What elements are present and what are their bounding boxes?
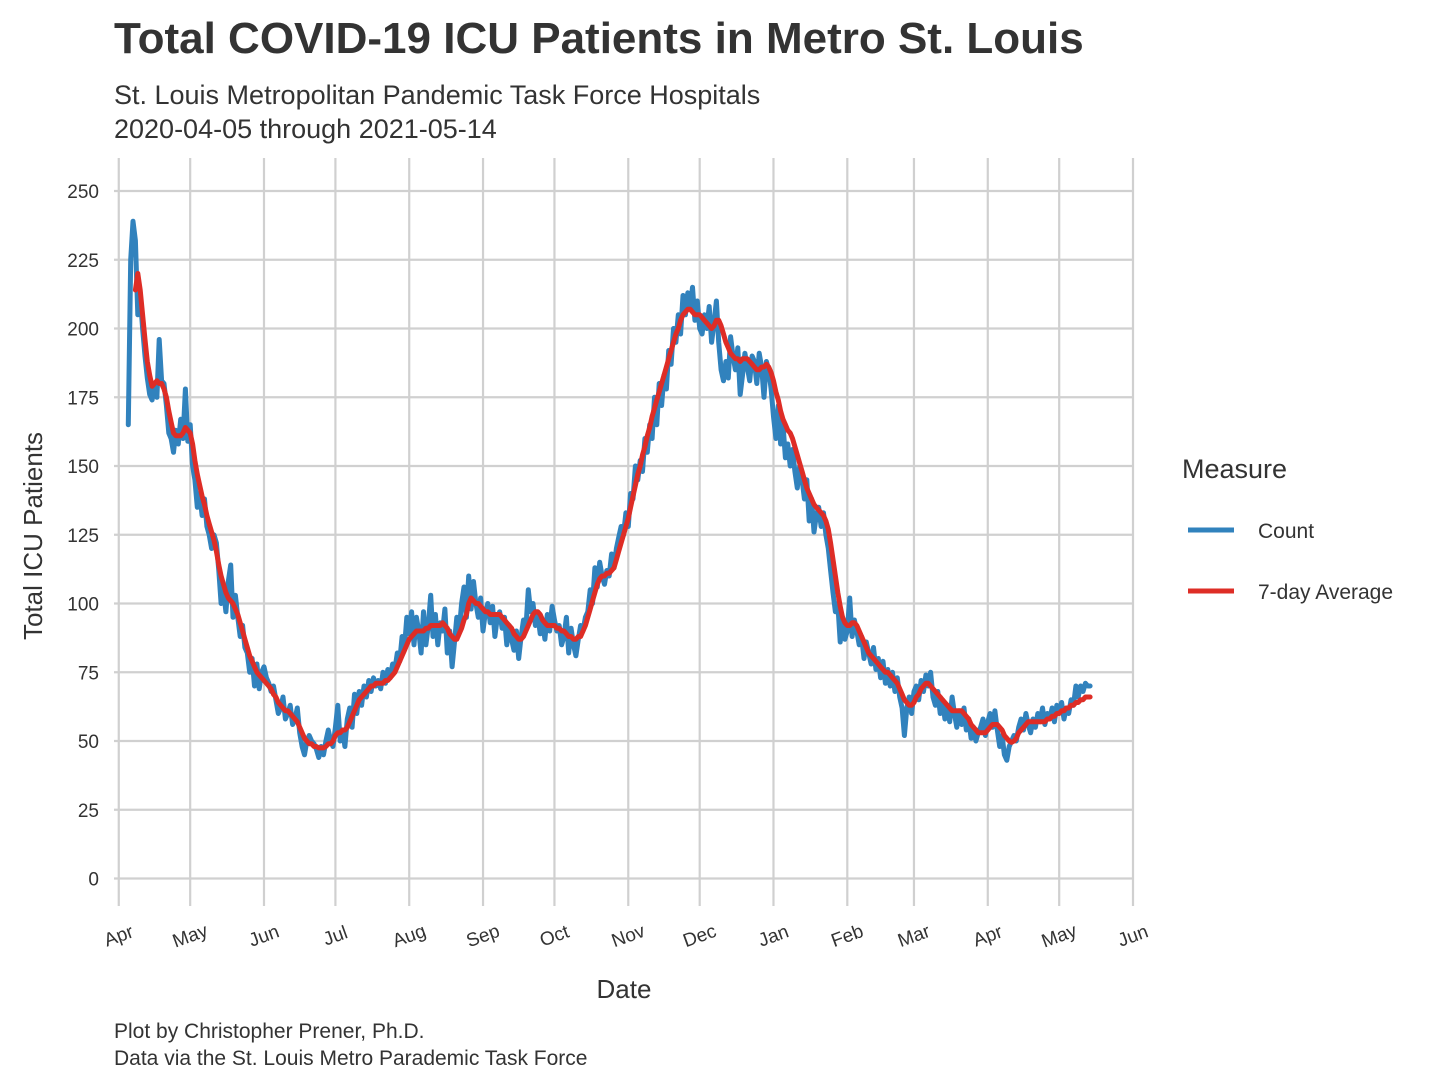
x-tick-label-7: Nov [609, 921, 648, 952]
y-tick-label-100: 100 [67, 595, 99, 616]
caption-line-1: Plot by Christopher Prener, Ph.D. [114, 1020, 425, 1043]
caption-line-2: Data via the St. Louis Metro Parademic T… [114, 1047, 588, 1070]
legend-label-1: 7-day Average [1258, 581, 1393, 604]
x-tick-label-8: Dec [680, 921, 719, 952]
y-tick-label-150: 150 [67, 457, 99, 478]
x-tick-label-14: Jun [1115, 921, 1151, 951]
y-tick-label-125: 125 [67, 526, 99, 547]
y-tick-label-25: 25 [78, 801, 99, 822]
x-tick-label-2: Jun [246, 921, 282, 951]
series-line-count [125, 218, 1093, 763]
x-tick-label-5: Sep [464, 921, 503, 952]
y-tick-label-225: 225 [67, 251, 99, 272]
x-tick-label-13: May [1039, 920, 1080, 952]
y-tick-label-250: 250 [67, 182, 99, 203]
legend: Measure Count 7-day Average [1182, 454, 1393, 604]
x-tick-label-1: May [170, 920, 211, 952]
chart-subtitle: St. Louis Metropolitan Pandemic Task For… [114, 78, 760, 146]
legend-title: Measure [1182, 454, 1287, 484]
y-tick-label-0: 0 [88, 870, 99, 891]
chart-title: Total COVID-19 ICU Patients in Metro St.… [114, 14, 1084, 63]
subtitle-line-1: St. Louis Metropolitan Pandemic Task For… [114, 80, 761, 110]
legend-label-0: Count [1258, 520, 1314, 543]
x-tick-label-11: Mar [895, 921, 934, 952]
subtitle-line-2: 2020-04-05 through 2021-05-14 [114, 114, 497, 144]
x-tick-label-6: Oct [537, 921, 573, 951]
y-tick-label-200: 200 [67, 320, 99, 341]
chart-caption: Plot by Christopher Prener, Ph.D. Data v… [114, 1018, 587, 1072]
y-axis-label: Total ICU Patients [18, 432, 48, 640]
x-tick-label-3: Jul [321, 922, 351, 950]
x-tick-label-12: Apr [970, 921, 1006, 951]
y-tick-label-50: 50 [78, 732, 99, 753]
y-axis-ticks: 0 25 50 75 100 125 150 175 200 225 250 [67, 182, 99, 891]
x-tick-label-9: Jan [756, 921, 792, 951]
series-lines [125, 218, 1093, 763]
grid [114, 158, 1135, 906]
y-tick-label-75: 75 [78, 663, 99, 684]
y-tick-label-175: 175 [67, 388, 99, 409]
x-tick-label-4: Aug [390, 921, 429, 952]
x-axis-label: Date [597, 974, 652, 1004]
x-tick-label-0: Apr [101, 921, 137, 951]
x-tick-label-10: Feb [828, 921, 866, 952]
series-line-7-day-average [132, 271, 1093, 751]
x-axis-ticks: Apr May Jun Jul Aug Sep Oct Nov Dec Jan Feb Mar Apr M… [101, 920, 1151, 952]
